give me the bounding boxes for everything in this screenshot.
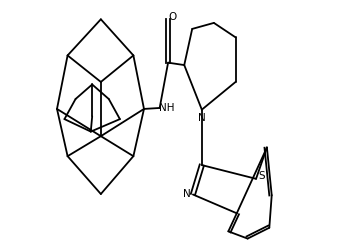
Text: O: O: [169, 12, 177, 22]
Text: NH: NH: [159, 103, 174, 113]
Text: N: N: [198, 113, 206, 123]
Text: S: S: [259, 171, 265, 181]
Text: N: N: [183, 189, 191, 200]
